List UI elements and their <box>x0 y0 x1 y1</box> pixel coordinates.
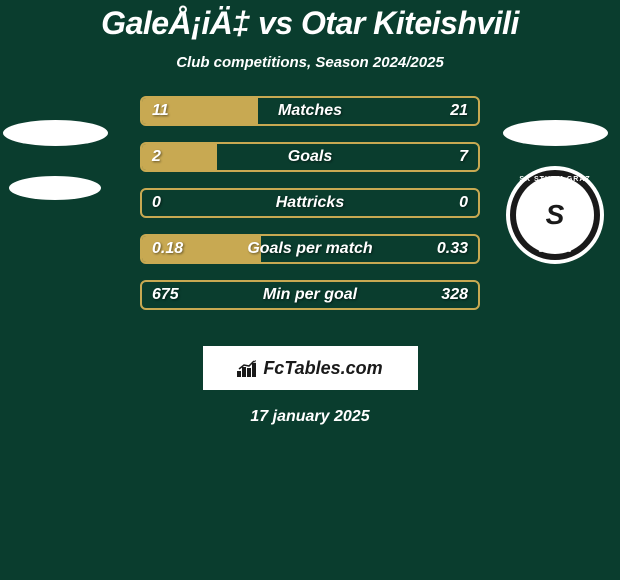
stat-right-value: 0 <box>459 194 468 212</box>
stat-bar-hattricks: 0 Hattricks 0 <box>140 188 480 218</box>
stat-bar-goals: 2 Goals 7 <box>140 142 480 172</box>
player-right-avatar <box>503 120 608 146</box>
stat-label: Matches <box>142 102 478 120</box>
stat-bar-matches: 11 Matches 21 <box>140 96 480 126</box>
stat-right-value: 21 <box>450 102 468 120</box>
stat-right-value: 7 <box>459 148 468 166</box>
stat-label: Min per goal <box>142 286 478 304</box>
player-left-column <box>0 120 120 200</box>
date-text: 17 january 2025 <box>250 408 369 426</box>
stat-bar-min-per-goal: 675 Min per goal 328 <box>140 280 480 310</box>
player-right-avatar-wrap <box>500 120 610 146</box>
subtitle: Club competitions, Season 2024/2025 <box>0 54 620 71</box>
club-badge-inner: S <box>516 176 594 254</box>
club-badge-bottom-text: SEIT 1909 <box>510 247 600 254</box>
club-right-badge: SK STURM GRAZ S SEIT 1909 <box>506 166 604 264</box>
branding-box[interactable]: FcTables.com <box>203 346 418 390</box>
branding-text: FcTables.com <box>263 358 382 379</box>
club-badge-letter: S <box>546 199 565 231</box>
comparison-container: GaleÅ¡iÄ‡ vs Otar Kiteishvili Club compe… <box>0 0 620 426</box>
club-left-avatar-wrap <box>0 176 110 200</box>
stat-right-value: 0.33 <box>437 240 468 258</box>
stat-bar-goals-per-match: 0.18 Goals per match 0.33 <box>140 234 480 264</box>
stat-label: Goals <box>142 148 478 166</box>
stat-right-value: 328 <box>441 286 468 304</box>
club-right-badge-wrap: SK STURM GRAZ S SEIT 1909 <box>500 146 610 264</box>
page-title: GaleÅ¡iÄ‡ vs Otar Kiteishvili <box>0 5 620 42</box>
player-right-column: SK STURM GRAZ S SEIT 1909 <box>500 120 620 264</box>
player-left-avatar-wrap <box>0 120 110 146</box>
branding-chart-icon <box>237 359 257 377</box>
club-left-avatar <box>9 176 101 200</box>
player-left-avatar <box>3 120 108 146</box>
stat-label: Hattricks <box>142 194 478 212</box>
stat-label: Goals per match <box>142 240 478 258</box>
